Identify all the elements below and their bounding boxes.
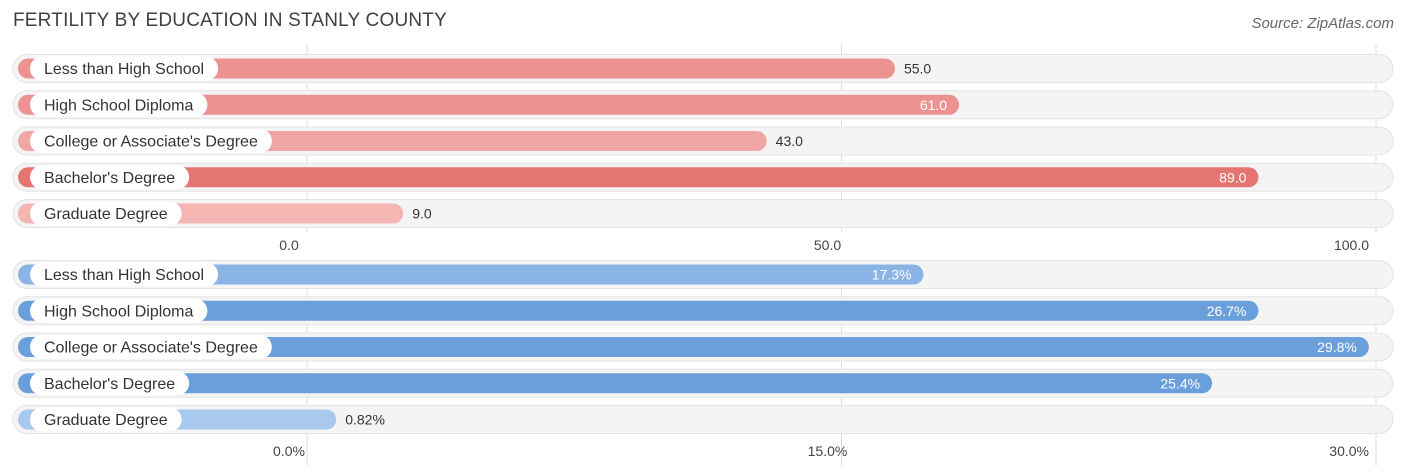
- category-label: College or Associate's Degree: [44, 134, 258, 151]
- category-label: Graduate Degree: [44, 206, 168, 223]
- bar: [18, 373, 1213, 394]
- category-label: Graduate Degree: [44, 412, 168, 429]
- value-label: 17.3%: [872, 267, 912, 283]
- value-label: 25.4%: [1160, 375, 1200, 391]
- category-label-pill: [30, 165, 190, 190]
- category-label: Bachelor's Degree: [44, 170, 175, 187]
- tick-label: 0.0: [279, 237, 299, 253]
- bar: [18, 167, 1259, 188]
- category-label: Bachelor's Degree: [44, 376, 175, 393]
- value-label: 89.0: [1219, 169, 1246, 185]
- bar: [18, 94, 960, 115]
- chart-title: FERTILITY BY EDUCATION IN STANLY COUNTY: [13, 10, 447, 31]
- category-label: High School Diploma: [44, 97, 194, 114]
- category-label: Less than High School: [44, 267, 204, 284]
- value-label: 61.0: [920, 97, 947, 113]
- value-label: 55.0: [904, 61, 931, 77]
- tick-label: 15.0%: [808, 443, 848, 459]
- category-label: College or Associate's Degree: [44, 340, 258, 357]
- category-label-pill: [30, 201, 182, 226]
- bar: [18, 337, 1369, 357]
- chart-panel-2: Less than High School 17.3% High School Di…: [12, 260, 1394, 466]
- tick-label: 0.0%: [273, 443, 305, 459]
- chart-panel-1: Less than High School 55.0 High School Dip…: [12, 44, 1394, 253]
- tick-label: 30.0%: [1329, 443, 1369, 459]
- value-label: 29.8%: [1317, 339, 1357, 355]
- category-label-pill: [30, 298, 208, 323]
- category-label-pill: [30, 56, 219, 81]
- value-label: 43.0: [776, 133, 803, 149]
- value-label: 0.82%: [345, 412, 385, 428]
- value-label: 26.7%: [1207, 303, 1247, 319]
- row-background: [12, 405, 1394, 434]
- tick-label: 100.0: [1334, 237, 1369, 253]
- value-label: 9.0: [412, 206, 432, 222]
- category-label-pill: [30, 129, 272, 153]
- category-label-pill: [30, 92, 208, 117]
- category-label: Less than High School: [44, 61, 204, 78]
- source-credit: Source: ZipAtlas.com: [1251, 15, 1394, 32]
- category-label-pill: [30, 262, 219, 287]
- bar: [18, 58, 895, 79]
- category-label: High School Diploma: [44, 303, 194, 320]
- bar: [18, 300, 1259, 321]
- tick-label: 50.0: [814, 237, 841, 253]
- category-label-pill: [30, 371, 190, 396]
- category-label-pill: [30, 335, 272, 359]
- category-label-pill: [30, 407, 182, 432]
- bar: [18, 264, 924, 285]
